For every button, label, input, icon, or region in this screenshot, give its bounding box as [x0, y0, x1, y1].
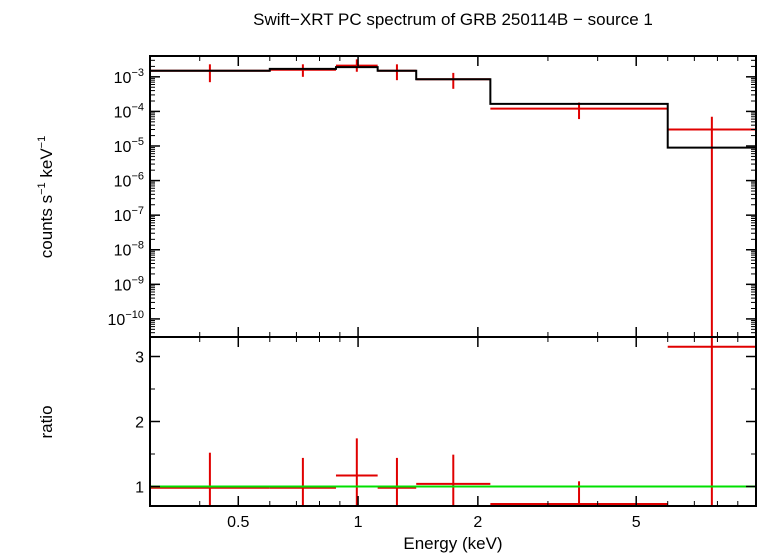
ratio-series — [150, 337, 756, 506]
spectrum-ytick-label: 10−3 — [114, 67, 144, 87]
spectrum-ytick-label: 10−4 — [114, 101, 144, 121]
ratio-ytick-label: 2 — [135, 415, 144, 432]
x-tick-label: 1 — [354, 514, 363, 531]
spectrum-ytick-label: 10−5 — [114, 136, 144, 156]
model-step-line — [150, 66, 756, 149]
ylabel-exp1: −1 — [36, 182, 48, 195]
spectrum-ylabel: counts s−1 keV−1 — [36, 136, 56, 258]
ratio-frame — [149, 336, 757, 507]
ylabel-prefix: counts s — [37, 195, 56, 258]
x-tick-label: 2 — [473, 514, 482, 531]
x-axis-label: Energy (keV) — [403, 534, 502, 553]
spectrum-ticks: 10−3 10−4 10−5 10−6 10−7 10−8 10−9 10−10 — [108, 55, 757, 338]
spectrum-ytick-label: 10−8 — [114, 240, 144, 260]
chart-title: Swift−XRT PC spectrum of GRB 250114B − s… — [253, 10, 653, 29]
ylabel-exp2: −1 — [36, 136, 48, 149]
ratio-ytick-label: 1 — [135, 480, 144, 497]
ratio-panel: 1 2 3 ratio — [37, 336, 757, 507]
ratio-ytick-label: 3 — [135, 350, 144, 367]
ratio-ticks: 1 2 3 — [135, 337, 757, 506]
spectrum-ytick-label: 10−9 — [114, 274, 144, 294]
spectrum-ytick-label: 10−7 — [114, 205, 144, 225]
spectrum-ytick-label: 10−6 — [114, 171, 144, 191]
spectrum-series — [150, 59, 756, 337]
spectrum-frame — [149, 55, 757, 338]
spectrum-panel: 10−3 10−4 10−5 10−6 10−7 10−8 10−9 10−10 counts… — [36, 55, 757, 338]
spectrum-ytick-label: 10−10 — [108, 309, 144, 329]
x-tick-label: 5 — [632, 514, 641, 531]
x-tick-label: 0.5 — [227, 514, 249, 531]
ratio-ylabel: ratio — [37, 405, 56, 438]
ylabel-mid: keV — [37, 148, 56, 183]
x-tick-labels: 0.5 1 2 5 — [227, 514, 641, 531]
